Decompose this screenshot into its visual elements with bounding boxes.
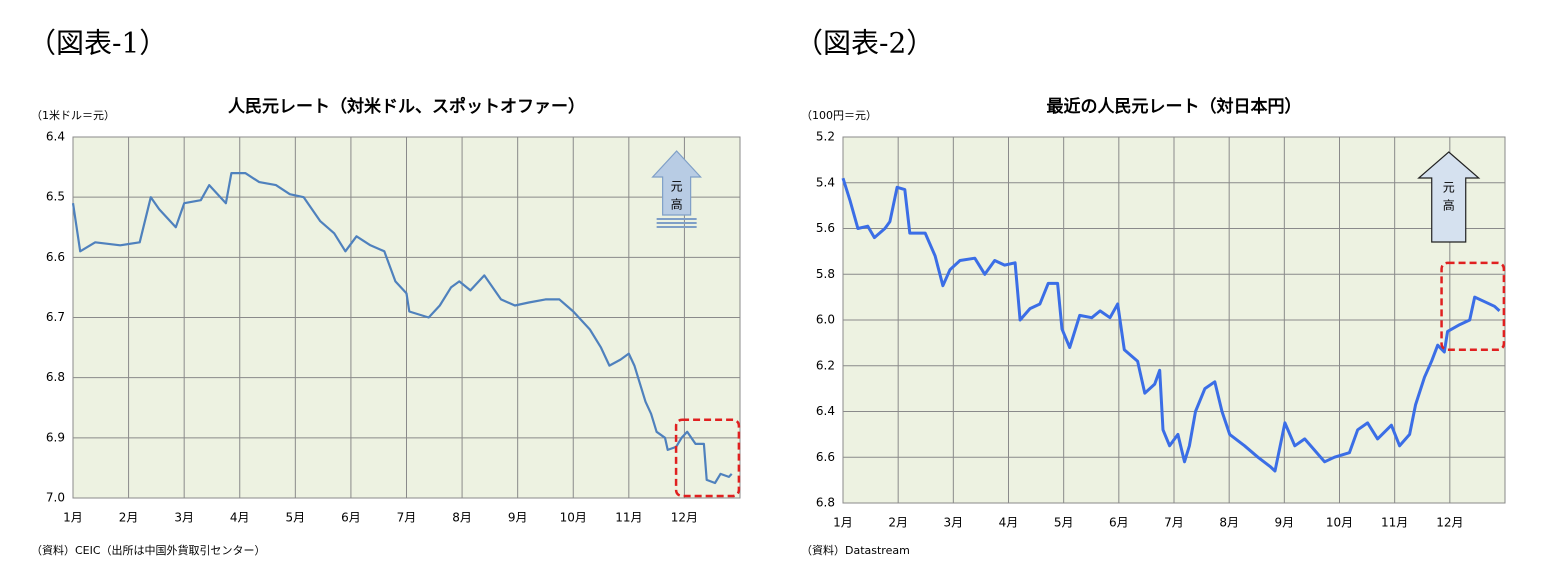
x-tick-label: 8月	[452, 511, 472, 525]
arrow-label: 元	[1443, 181, 1455, 195]
x-tick-label: 12月	[671, 511, 698, 525]
x-tick-label: 2月	[119, 511, 139, 525]
x-tick-label: 1月	[833, 516, 853, 530]
x-tick-label: 12月	[1436, 516, 1463, 530]
highlight-box	[1440, 261, 1506, 351]
y-tick-label: 6.0	[816, 313, 835, 327]
y-tick-label: 5.6	[816, 221, 835, 235]
y-tick-label: 5.4	[816, 175, 835, 189]
y-tick-label: 7.0	[46, 491, 65, 505]
arrow	[651, 150, 703, 216]
y-tick-label: 6.9	[46, 430, 65, 444]
x-tick-label: 3月	[944, 516, 964, 530]
y-tick-label: 6.7	[46, 310, 65, 324]
x-tick-label: 2月	[888, 516, 908, 530]
y-unit-label: （1米ドル＝元）	[31, 109, 115, 122]
x-tick-label: 8月	[1219, 516, 1239, 530]
x-tick-label: 4月	[230, 511, 250, 525]
y-tick-label: 5.2	[816, 130, 835, 144]
source: （資料）Datastream	[801, 543, 910, 557]
x-tick-label: 11月	[615, 511, 642, 525]
x-tick-label: 5月	[1054, 516, 1074, 530]
data-line	[71, 172, 733, 485]
x-tick-label: 10月	[560, 511, 587, 525]
x-tick-label: 9月	[1275, 516, 1295, 530]
arrow-label: 高	[671, 197, 683, 212]
y-tick-label: 6.6	[816, 450, 835, 464]
chart-title: 最近の人民元レート（対日本円）	[1047, 96, 1302, 117]
x-tick-label: 6月	[1109, 516, 1129, 530]
y-tick-label: 6.4	[46, 130, 65, 144]
x-tick-label: 11月	[1381, 516, 1408, 530]
y-tick-label: 6.4	[816, 404, 835, 418]
arrow	[1417, 151, 1481, 243]
y-tick-label: 6.8	[816, 496, 835, 510]
y-unit-label: （100円＝元）	[801, 109, 877, 122]
x-tick-label: 7月	[397, 511, 417, 525]
x-tick-label: 1月	[63, 511, 83, 525]
x-tick-label: 9月	[508, 511, 528, 525]
source: （資料）CEIC（出所は中国外貨取引センター）	[31, 543, 266, 557]
x-tick-label: 10月	[1326, 516, 1353, 530]
arrow-label: 高	[1443, 198, 1455, 213]
x-tick-label: 6月	[341, 511, 361, 525]
y-tick-label: 6.5	[46, 190, 65, 204]
chart-title: 人民元レート（対米ドル、スポットオファー）	[228, 96, 585, 117]
x-tick-label: 4月	[999, 516, 1019, 530]
y-tick-label: 5.8	[816, 267, 835, 281]
arrow-label: 元	[671, 180, 683, 194]
y-tick-label: 6.6	[46, 250, 65, 264]
figure-label: （図表-1）	[28, 27, 167, 60]
figure-label: （図表-2）	[795, 27, 934, 60]
x-tick-label: 7月	[1164, 516, 1184, 530]
y-tick-label: 6.2	[816, 358, 835, 372]
y-tick-label: 6.8	[46, 370, 65, 384]
data-line	[841, 177, 1501, 473]
x-tick-label: 3月	[174, 511, 194, 525]
x-tick-label: 5月	[286, 511, 306, 525]
highlight-box	[674, 418, 741, 498]
